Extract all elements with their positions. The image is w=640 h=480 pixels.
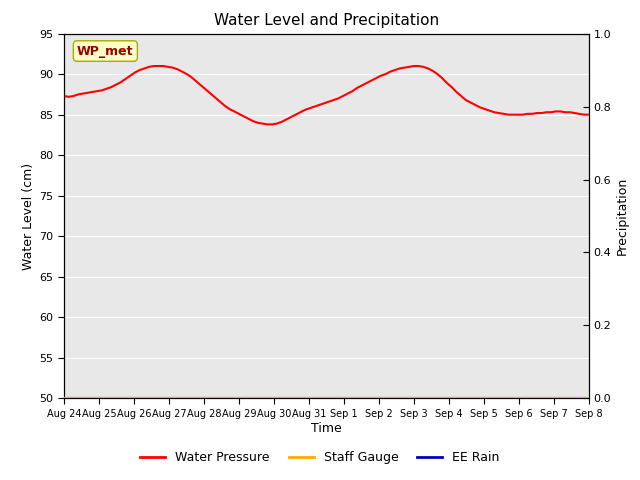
Y-axis label: Precipitation: Precipitation <box>616 177 628 255</box>
Water Pressure <box>575 111 583 117</box>
Line: Water Pressure: Water Pressure <box>64 66 589 124</box>
Water Pressure <box>424 66 432 72</box>
Water Pressure <box>60 93 68 99</box>
Water Pressure <box>363 80 371 86</box>
Water Pressure <box>585 112 593 118</box>
Water Pressure <box>448 84 456 90</box>
Water Pressure <box>264 121 271 127</box>
Y-axis label: Water Level (cm): Water Level (cm) <box>22 162 35 270</box>
Water Pressure <box>476 105 484 110</box>
Water Pressure <box>150 63 157 69</box>
Text: WP_met: WP_met <box>77 45 134 58</box>
Water Pressure <box>249 118 257 124</box>
Title: Water Level and Precipitation: Water Level and Precipitation <box>214 13 439 28</box>
X-axis label: Time: Time <box>311 421 342 434</box>
Legend: Water Pressure, Staff Gauge, EE Rain: Water Pressure, Staff Gauge, EE Rain <box>136 446 504 469</box>
